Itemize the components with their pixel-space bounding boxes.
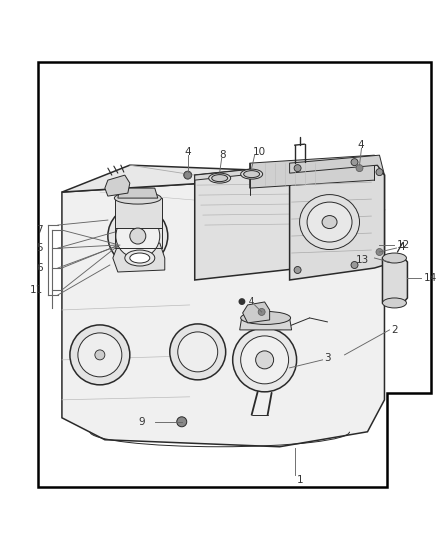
Polygon shape: [117, 188, 157, 198]
Ellipse shape: [240, 311, 290, 325]
Text: 4: 4: [184, 147, 191, 157]
Circle shape: [177, 417, 186, 427]
Circle shape: [70, 325, 130, 385]
Ellipse shape: [381, 253, 406, 263]
Text: 4: 4: [357, 140, 363, 150]
Circle shape: [108, 206, 167, 266]
Circle shape: [350, 262, 357, 269]
Circle shape: [116, 214, 159, 258]
Text: 4: 4: [398, 242, 404, 252]
Ellipse shape: [208, 173, 230, 183]
Ellipse shape: [130, 253, 149, 263]
Text: 6: 6: [36, 263, 43, 273]
Polygon shape: [105, 175, 130, 196]
Circle shape: [240, 336, 288, 384]
Polygon shape: [242, 302, 269, 323]
Text: 2: 2: [391, 325, 397, 335]
Circle shape: [232, 328, 296, 392]
Text: 14: 14: [423, 273, 436, 283]
Polygon shape: [381, 255, 406, 305]
Text: 5: 5: [36, 243, 43, 253]
Polygon shape: [374, 175, 384, 265]
Circle shape: [293, 165, 300, 172]
Circle shape: [350, 159, 357, 166]
Ellipse shape: [381, 298, 406, 308]
Text: 13: 13: [355, 255, 369, 265]
Circle shape: [375, 168, 382, 176]
Text: 7: 7: [36, 225, 43, 235]
Polygon shape: [194, 163, 384, 280]
Circle shape: [184, 171, 191, 179]
Text: ● 4: ● 4: [237, 297, 254, 306]
Polygon shape: [115, 198, 162, 228]
Circle shape: [130, 228, 145, 244]
Circle shape: [255, 351, 273, 369]
Circle shape: [293, 266, 300, 273]
Circle shape: [184, 172, 191, 179]
Ellipse shape: [211, 175, 227, 182]
Text: 10: 10: [252, 147, 265, 157]
Ellipse shape: [306, 202, 351, 242]
Circle shape: [78, 333, 122, 377]
Ellipse shape: [240, 169, 262, 179]
Polygon shape: [194, 163, 384, 180]
Circle shape: [355, 165, 362, 172]
Text: 12: 12: [396, 240, 409, 250]
Polygon shape: [239, 318, 291, 330]
Text: 1: 1: [296, 475, 303, 484]
Text: 3: 3: [324, 353, 330, 363]
Text: 9: 9: [138, 417, 145, 427]
Circle shape: [258, 309, 265, 316]
Circle shape: [177, 332, 217, 372]
Circle shape: [170, 324, 225, 380]
Ellipse shape: [124, 250, 155, 266]
Polygon shape: [249, 155, 374, 188]
Ellipse shape: [243, 171, 259, 177]
Polygon shape: [62, 165, 384, 210]
Ellipse shape: [321, 215, 336, 229]
Polygon shape: [38, 62, 431, 487]
Circle shape: [95, 350, 105, 360]
Ellipse shape: [114, 192, 161, 204]
Circle shape: [375, 248, 382, 255]
Polygon shape: [289, 165, 384, 280]
Text: 11: 11: [30, 285, 43, 295]
Text: 8: 8: [219, 150, 226, 160]
Polygon shape: [289, 155, 384, 175]
Polygon shape: [113, 243, 164, 272]
Polygon shape: [62, 177, 384, 447]
Ellipse shape: [299, 195, 359, 249]
